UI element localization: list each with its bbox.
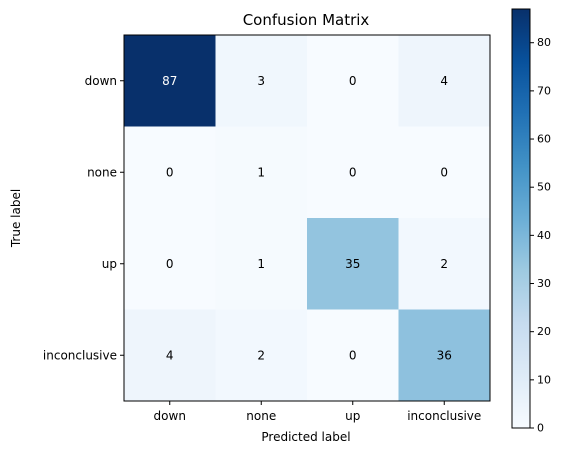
colorbar-ticks: 0 10 20 30 40 50 60 70 80	[530, 36, 551, 435]
heatmap-cell	[398, 218, 491, 310]
cell-value-labels: 87 3 0 4 0 1 0 0 0 1 35 2 4 2 0 36	[162, 74, 452, 363]
heatmap-cell	[398, 309, 491, 402]
colorbar-tick-label: 80	[537, 36, 551, 49]
cell-value-label: 1	[257, 165, 265, 179]
y-tick-label: down	[85, 74, 117, 88]
heatmap-cell	[307, 218, 399, 310]
colorbar-tick-label: 60	[537, 133, 551, 146]
heatmap-cell	[307, 309, 399, 402]
cell-value-label: 0	[349, 165, 357, 179]
heatmap-cell	[215, 218, 308, 310]
x-tick-label: none	[246, 409, 276, 423]
plot-frame	[123, 34, 491, 402]
cell-value-label: 3	[257, 74, 265, 88]
cell-value-label: 0	[349, 348, 357, 362]
y-tick-label: none	[87, 165, 117, 179]
colorbar-tick-label: 10	[537, 373, 551, 386]
y-tick-label: up	[102, 257, 117, 271]
x-axis-ticks: down none up inconclusive	[154, 401, 481, 423]
heatmap-cell	[307, 126, 399, 219]
y-axis-label: True label	[9, 189, 23, 248]
x-tick-label: down	[154, 409, 186, 423]
cell-value-label: 1	[257, 257, 265, 271]
heatmap-cell	[215, 126, 308, 219]
cell-value-label: 2	[257, 348, 265, 362]
colorbar-tick-label: 0	[537, 422, 544, 435]
colorbar-tick-label: 40	[537, 229, 551, 242]
heatmap-cell	[124, 126, 216, 219]
heatmap-cell	[215, 35, 308, 127]
colorbar-tick-label: 30	[537, 277, 551, 290]
cell-value-label: 0	[440, 165, 448, 179]
heatmap-cell	[307, 35, 399, 127]
heatmap-cell	[124, 218, 216, 310]
colorbar-tick-label: 70	[537, 84, 551, 97]
heatmap-cell	[124, 309, 216, 402]
cell-value-label: 4	[440, 74, 448, 88]
cell-value-label: 0	[166, 165, 174, 179]
colorbar	[511, 8, 531, 429]
x-axis-label: Predicted label	[261, 430, 350, 444]
heatmap-cell	[398, 126, 491, 219]
cell-value-label: 0	[349, 74, 357, 88]
colorbar-tick-label: 50	[537, 181, 551, 194]
x-tick-label: up	[345, 409, 360, 423]
cell-value-label: 2	[440, 257, 448, 271]
x-tick-label: inconclusive	[407, 409, 481, 423]
cell-value-label: 36	[437, 348, 452, 362]
cell-value-label: 87	[162, 74, 177, 88]
heatmap-cell	[398, 35, 491, 127]
heatmap-cell	[215, 309, 308, 402]
heatmap-cells	[124, 35, 491, 402]
colorbar-tick-label: 20	[537, 325, 551, 338]
cell-value-label: 35	[345, 257, 360, 271]
y-tick-label: inconclusive	[43, 348, 117, 362]
chart-title: Confusion Matrix	[243, 11, 370, 29]
y-axis-ticks: down none up inconclusive	[43, 74, 124, 362]
heatmap-cell	[124, 35, 216, 127]
cell-value-label: 4	[166, 348, 174, 362]
cell-value-label: 0	[166, 257, 174, 271]
